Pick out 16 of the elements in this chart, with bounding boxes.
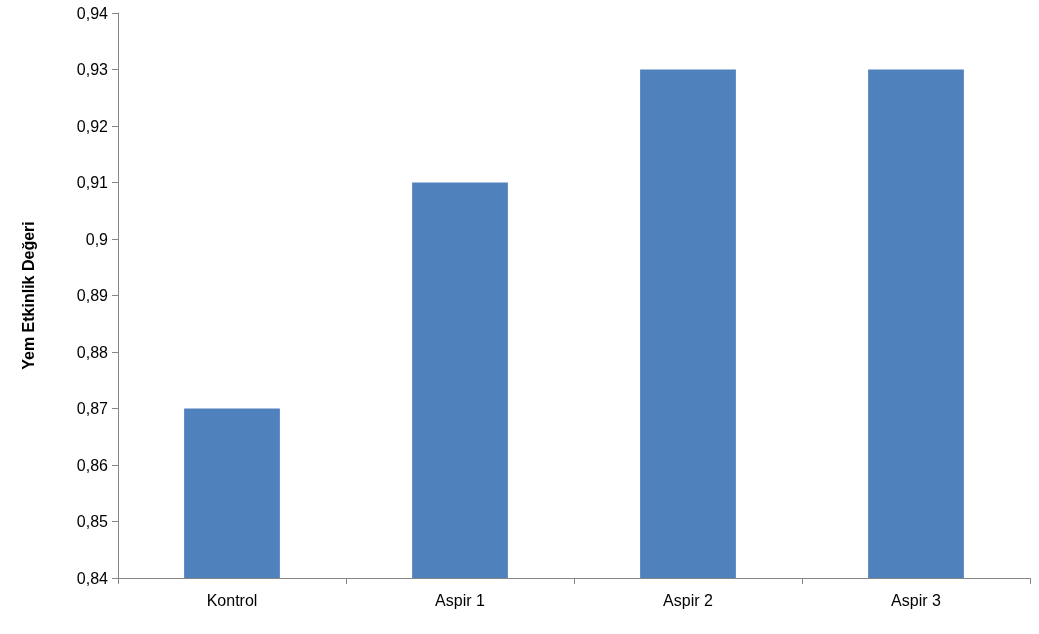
y-tick-label: 0,85 [76, 513, 109, 530]
y-tick-label: 0,89 [76, 287, 109, 304]
x-tick-label: Kontrol [206, 591, 258, 609]
y-axis-title: Yem Etkinlik Değeri [19, 221, 37, 370]
x-tick-label: Aspir 2 [663, 591, 713, 609]
x-tick-label: Aspir 3 [891, 591, 941, 609]
y-tick-label: 0,92 [76, 117, 109, 135]
y-tick-label: 0,91 [76, 174, 109, 191]
y-tick-label: 0,88 [76, 343, 109, 361]
y-tick-label: 0,9 [85, 230, 109, 248]
y-tick-label: 0,94 [76, 4, 109, 22]
y-tick-label: 0,84 [76, 569, 109, 587]
y-tick-label: 0,86 [76, 456, 109, 474]
x-tick-label: Aspir 1 [435, 591, 485, 609]
y-tick-label: 0,87 [76, 400, 109, 417]
y-tick-label: 0,93 [76, 61, 109, 78]
